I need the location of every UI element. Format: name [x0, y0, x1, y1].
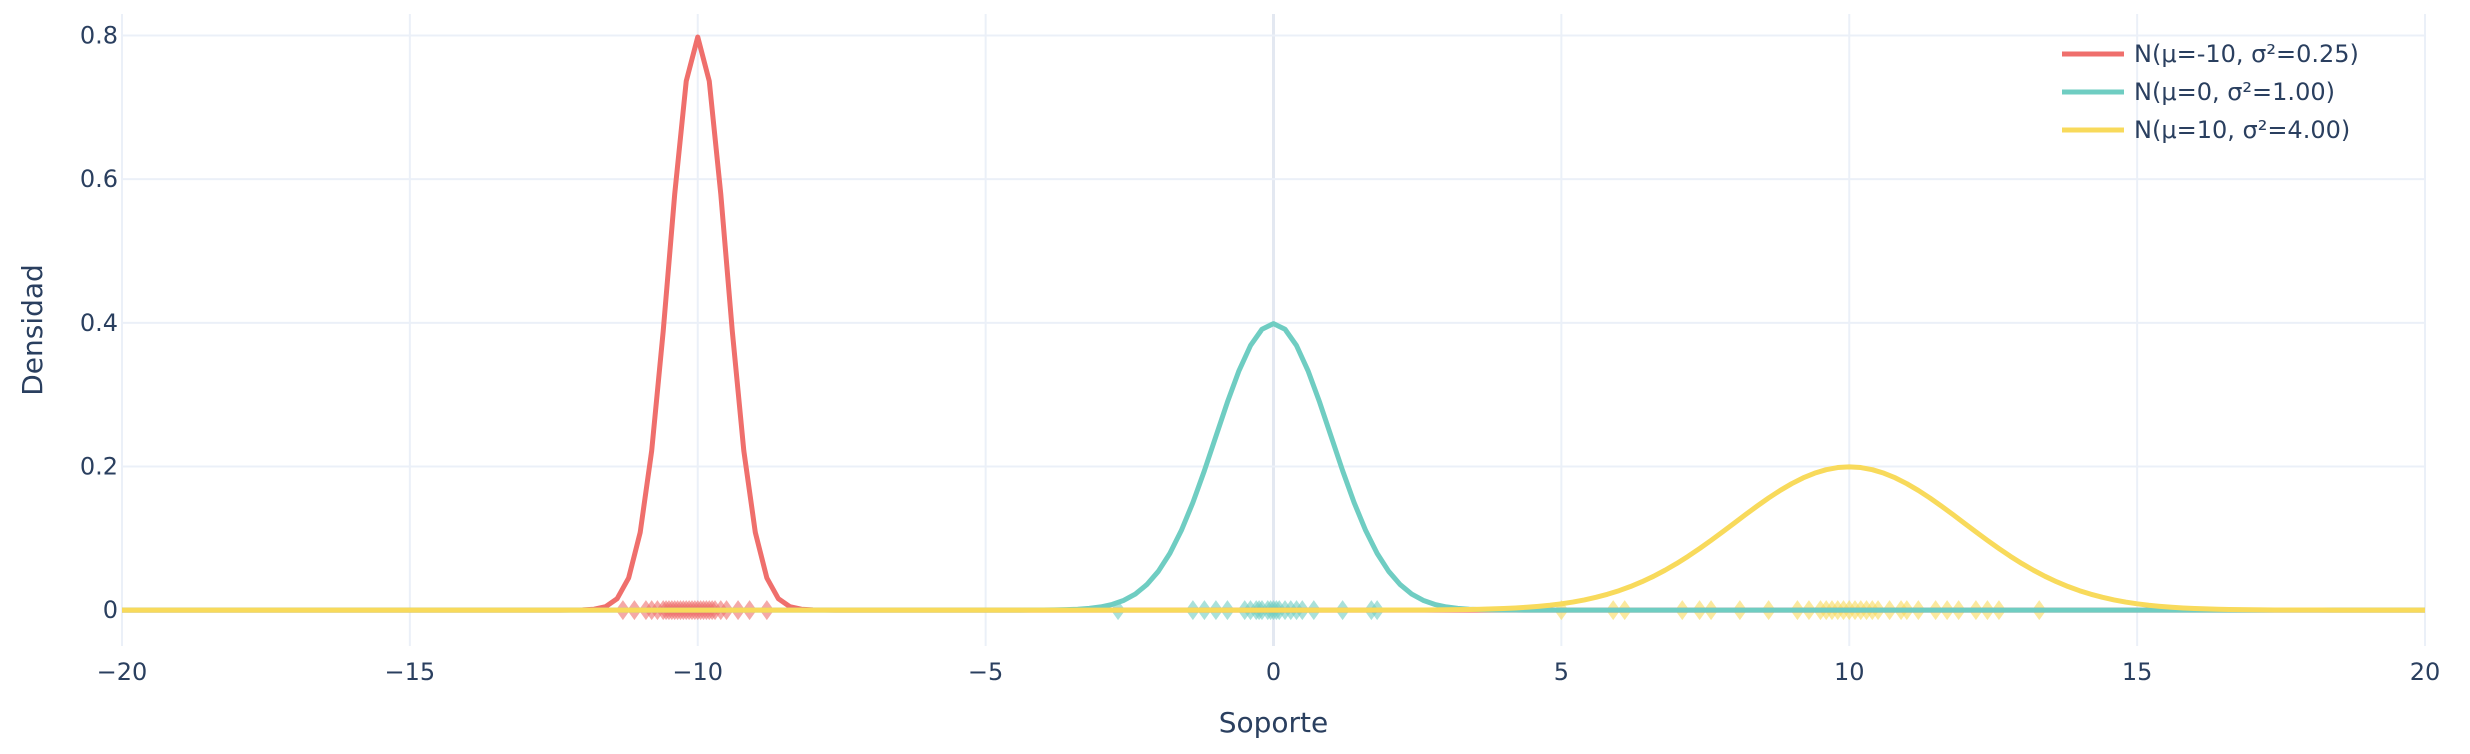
legend-item[interactable]: N(μ=-10, σ²=0.25): [2062, 40, 2359, 68]
y-tick-label: 0: [103, 596, 118, 624]
x-tick-label: 15: [2122, 658, 2153, 686]
y-tick-label: 0.6: [80, 165, 118, 193]
legend-label: N(μ=-10, σ²=0.25): [2134, 40, 2359, 68]
x-axis: −20 −15 −10 −5 0 5 10 15 20: [97, 658, 2441, 686]
y-tick-label: 0.8: [80, 22, 118, 50]
x-tick-label: 0: [1266, 658, 1281, 686]
x-tick-label: −15: [385, 658, 436, 686]
y-tick-label: 0.4: [80, 309, 118, 337]
x-tick-label: 10: [1834, 658, 1865, 686]
x-axis-title: Soporte: [1219, 706, 1329, 739]
y-tick-label: 0.2: [80, 452, 118, 480]
y-axis: 0 0.2 0.4 0.6 0.8: [80, 22, 118, 625]
x-tick-label: 20: [2410, 658, 2441, 686]
legend[interactable]: N(μ=-10, σ²=0.25) N(μ=0, σ²=1.00) N(μ=10, …: [2062, 40, 2359, 144]
legend-item[interactable]: N(μ=0, σ²=1.00): [2062, 78, 2335, 106]
legend-item[interactable]: N(μ=10, σ²=4.00): [2062, 116, 2350, 144]
x-tick-label: −20: [97, 658, 148, 686]
curves-layer: [122, 34, 2425, 613]
y-axis-title: Densidad: [16, 264, 49, 396]
x-tick-label: −5: [968, 658, 1003, 686]
x-tick-label: 5: [1554, 658, 1569, 686]
x-tick-label: −10: [672, 658, 723, 686]
legend-label: N(μ=0, σ²=1.00): [2134, 78, 2335, 106]
legend-label: N(μ=10, σ²=4.00): [2134, 116, 2350, 144]
grid: [121, 14, 2426, 646]
series-line[interactable]: [122, 464, 2425, 613]
